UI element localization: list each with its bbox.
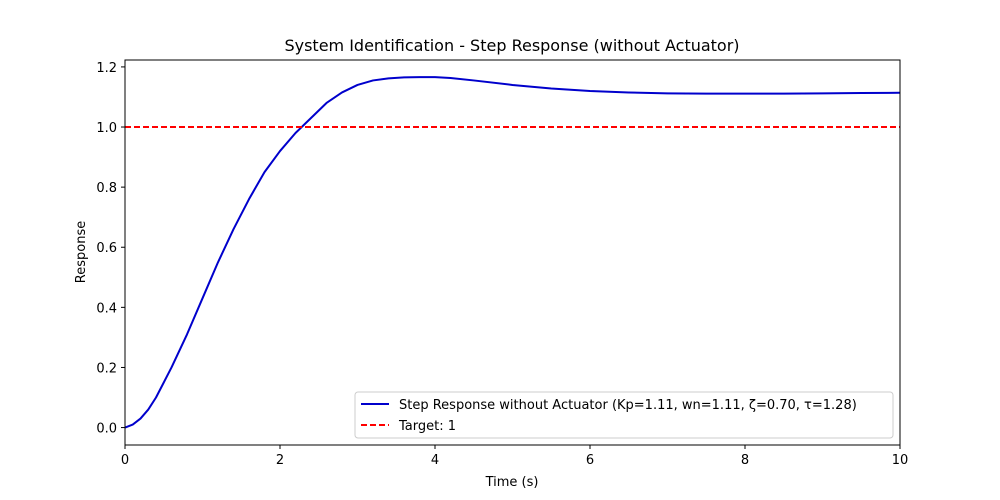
chart-title: System Identification - Step Response (w…: [284, 36, 739, 55]
y-tick-label: 0.6: [96, 241, 117, 256]
series-line-step-response: [124, 76, 901, 429]
x-axis-label: Time (s): [485, 475, 539, 490]
y-tick-label: 1.0: [96, 121, 117, 136]
y-tick-label: 1.2: [96, 61, 117, 76]
y-axis-ticks: 0.0 0.2 0.4 0.6 0.8 1.0 1.2: [96, 61, 125, 437]
x-tick-label: 8: [741, 453, 749, 468]
legend-label-step-response: Step Response without Actuator (Kp=1.11,…: [399, 398, 857, 413]
x-tick-label: 4: [431, 453, 439, 468]
legend: Step Response without Actuator (Kp=1.11,…: [354, 391, 894, 439]
x-axis-ticks: 0 2 4 6 8 10: [121, 445, 908, 468]
legend-label-target: Target: 1: [398, 419, 456, 434]
axes-frame: [124, 59, 901, 446]
x-tick-label: 6: [586, 453, 594, 468]
y-tick-label: 0.4: [96, 301, 117, 316]
x-tick-label: 10: [892, 453, 909, 468]
series-layer: [124, 76, 901, 429]
y-tick-label: 0.0: [96, 422, 117, 437]
plot-area: [124, 59, 901, 446]
y-tick-label: 0.8: [96, 181, 117, 196]
x-tick-label: 0: [121, 453, 129, 468]
legend-box: [354, 391, 894, 439]
y-axis-label: Response: [74, 221, 89, 283]
x-tick-label: 2: [276, 453, 284, 468]
y-tick-label: 0.2: [96, 361, 117, 376]
